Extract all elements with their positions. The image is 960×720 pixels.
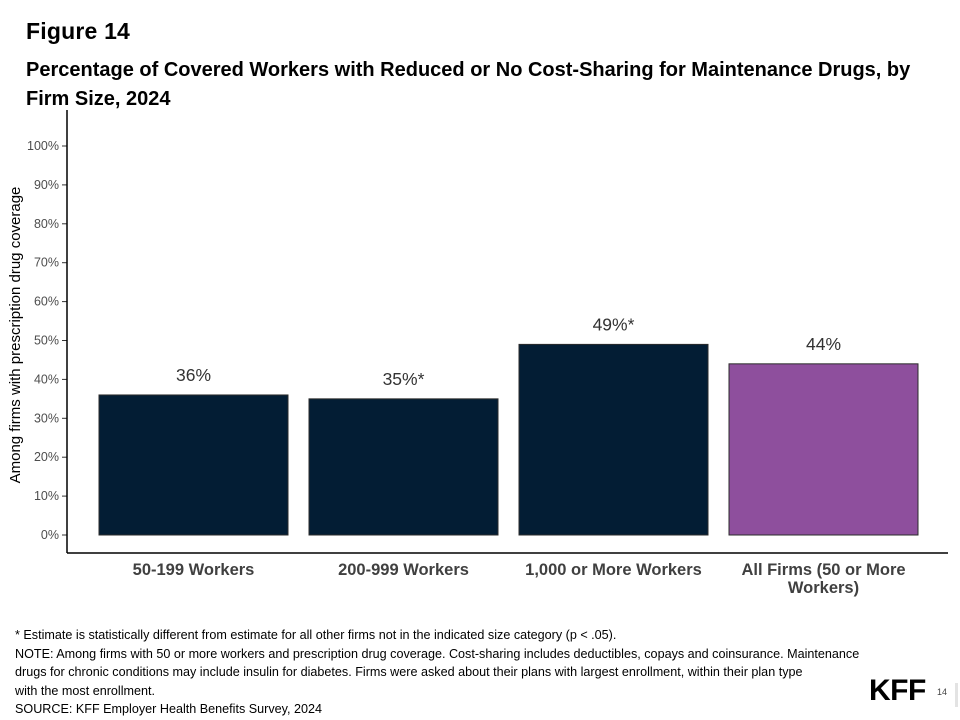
chart-title: Percentage of Covered Workers with Reduc… bbox=[26, 59, 911, 110]
x-tick-label: 50-199 Workers bbox=[133, 561, 255, 579]
footnote-note-line-3: with the most enrollment. bbox=[15, 683, 155, 698]
bar-data-label: 36% bbox=[176, 365, 211, 385]
footnote-note-line-1: NOTE: Among firms with 50 or more worker… bbox=[15, 646, 860, 661]
bar-chart: Among firms with prescription drug cover… bbox=[7, 110, 948, 597]
x-tick-label: 200-999 Workers bbox=[338, 561, 469, 579]
footnotes: * Estimate is statistically different fr… bbox=[15, 626, 915, 719]
kff-logo: KFF bbox=[869, 674, 926, 707]
bar bbox=[518, 343, 709, 536]
footnote-source: SOURCE: KFF Employer Health Benefits Sur… bbox=[15, 702, 323, 717]
y-tick-label: 20% bbox=[34, 450, 59, 464]
bar-data-label: 44% bbox=[806, 334, 841, 354]
y-tick-label: 30% bbox=[34, 411, 59, 425]
y-tick-label: 50% bbox=[34, 334, 59, 348]
y-tick-label: 80% bbox=[34, 217, 59, 231]
x-tick-label: Workers) bbox=[788, 579, 859, 597]
y-tick-label: 90% bbox=[34, 178, 59, 192]
bar-data-labels: 36% 35%* 49%* 44% bbox=[176, 314, 841, 388]
y-tick-label: 40% bbox=[34, 372, 59, 386]
y-tick-label: 60% bbox=[34, 295, 59, 309]
page-number: 14 bbox=[937, 687, 948, 697]
y-tick-label: 0% bbox=[41, 528, 59, 542]
bar bbox=[728, 363, 919, 536]
footnote-significance: * Estimate is statistically different fr… bbox=[15, 628, 617, 642]
x-tick-label: All Firms (50 or More bbox=[741, 561, 905, 579]
y-tick-label: 70% bbox=[34, 256, 59, 270]
bar bbox=[98, 394, 289, 536]
y-axis-ticks: 0% 10% 20% 30% 40% 50% 60% 70% 80% 90% 100% bbox=[27, 139, 67, 542]
y-tick-label: 10% bbox=[34, 489, 59, 503]
edge-decoration bbox=[955, 683, 958, 707]
figure-label: Figure 14 bbox=[26, 18, 131, 44]
bars bbox=[98, 343, 919, 536]
bar-data-label: 35%* bbox=[383, 369, 425, 389]
y-tick-label: 100% bbox=[27, 139, 59, 153]
bar-data-label: 49%* bbox=[593, 314, 635, 334]
y-axis-title: Among firms with prescription drug cover… bbox=[7, 187, 24, 484]
bar bbox=[308, 398, 499, 536]
footnote-note-line-2: drugs for chronic conditions may include… bbox=[15, 665, 803, 680]
y-axis-title-group: Among firms with prescription drug cover… bbox=[7, 187, 24, 484]
x-tick-label: 1,000 or More Workers bbox=[525, 561, 702, 579]
x-axis-labels: 50-199 Workers 200-999 Workers 1,000 or Mo… bbox=[133, 561, 906, 597]
